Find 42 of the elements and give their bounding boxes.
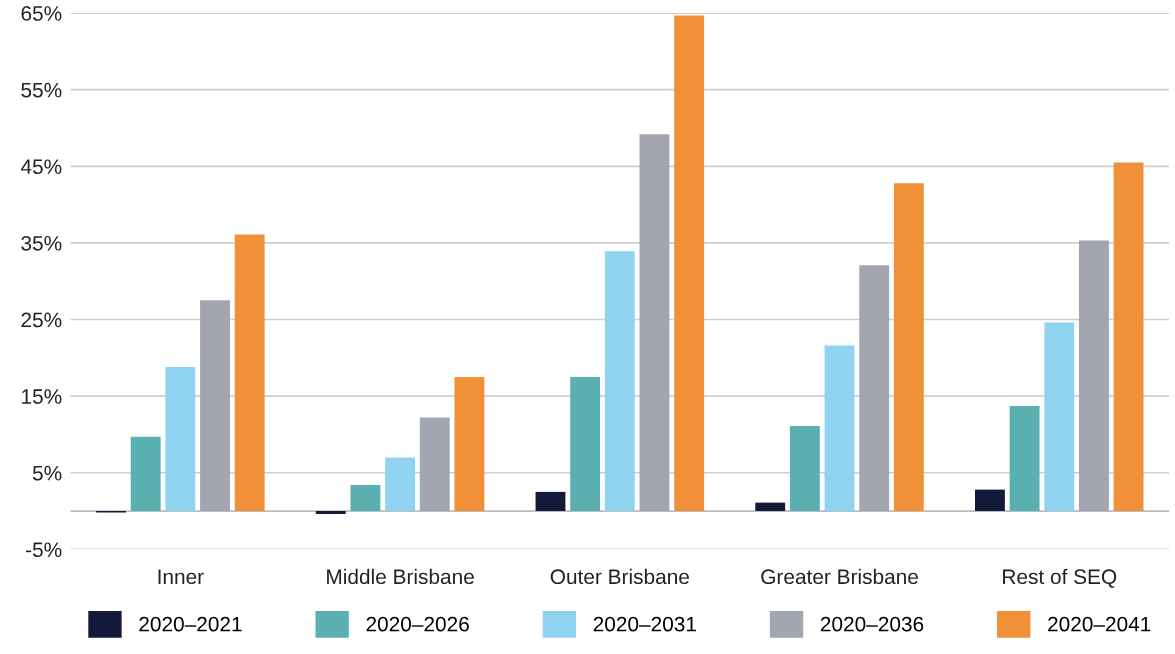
bar — [604, 251, 635, 512]
bar — [454, 376, 485, 512]
bar — [1044, 322, 1075, 512]
bar — [385, 457, 416, 512]
bar — [974, 489, 1005, 512]
bar — [755, 502, 786, 512]
bar — [535, 491, 566, 512]
bar — [1113, 162, 1144, 512]
bar — [315, 511, 346, 515]
bar — [893, 183, 924, 512]
bar — [824, 345, 855, 512]
y-tick-label: 35% — [21, 235, 62, 251]
bar — [674, 15, 705, 512]
legend-label: 2020–2031 — [593, 616, 696, 632]
x-tick-label: Outer Brisbane — [550, 568, 689, 585]
x-tick-label: Greater Brisbane — [761, 568, 918, 585]
y-tick-label: -5% — [26, 542, 62, 558]
legend-label: 2020–2026 — [366, 616, 469, 632]
y-tick-label: 15% — [22, 389, 62, 404]
y-tick-label: 5% — [32, 465, 62, 481]
bar — [639, 134, 670, 512]
legend-label: 2020–2021 — [139, 616, 242, 632]
bar — [859, 265, 890, 512]
bar — [350, 485, 381, 512]
x-tick-label: Rest of SEQ — [1003, 568, 1117, 588]
bar — [200, 300, 230, 512]
x-tick-label: Inner — [158, 569, 204, 585]
bar — [234, 234, 265, 512]
y-tick-label: 45% — [20, 159, 62, 175]
y-tick-label: 55% — [21, 82, 62, 98]
legend-label: 2020–2036 — [820, 616, 924, 632]
bar — [1078, 240, 1109, 512]
legend-label: 2020–2041 — [1048, 616, 1151, 632]
bar — [130, 436, 161, 512]
bar — [789, 426, 820, 512]
bar — [419, 417, 450, 512]
bar — [165, 367, 196, 512]
bar — [570, 376, 601, 512]
x-tick-label: Middle Brisbane — [327, 568, 474, 585]
y-tick-label: 25% — [21, 312, 62, 328]
y-tick-label: 65% — [21, 6, 62, 21]
bar — [1009, 406, 1040, 512]
